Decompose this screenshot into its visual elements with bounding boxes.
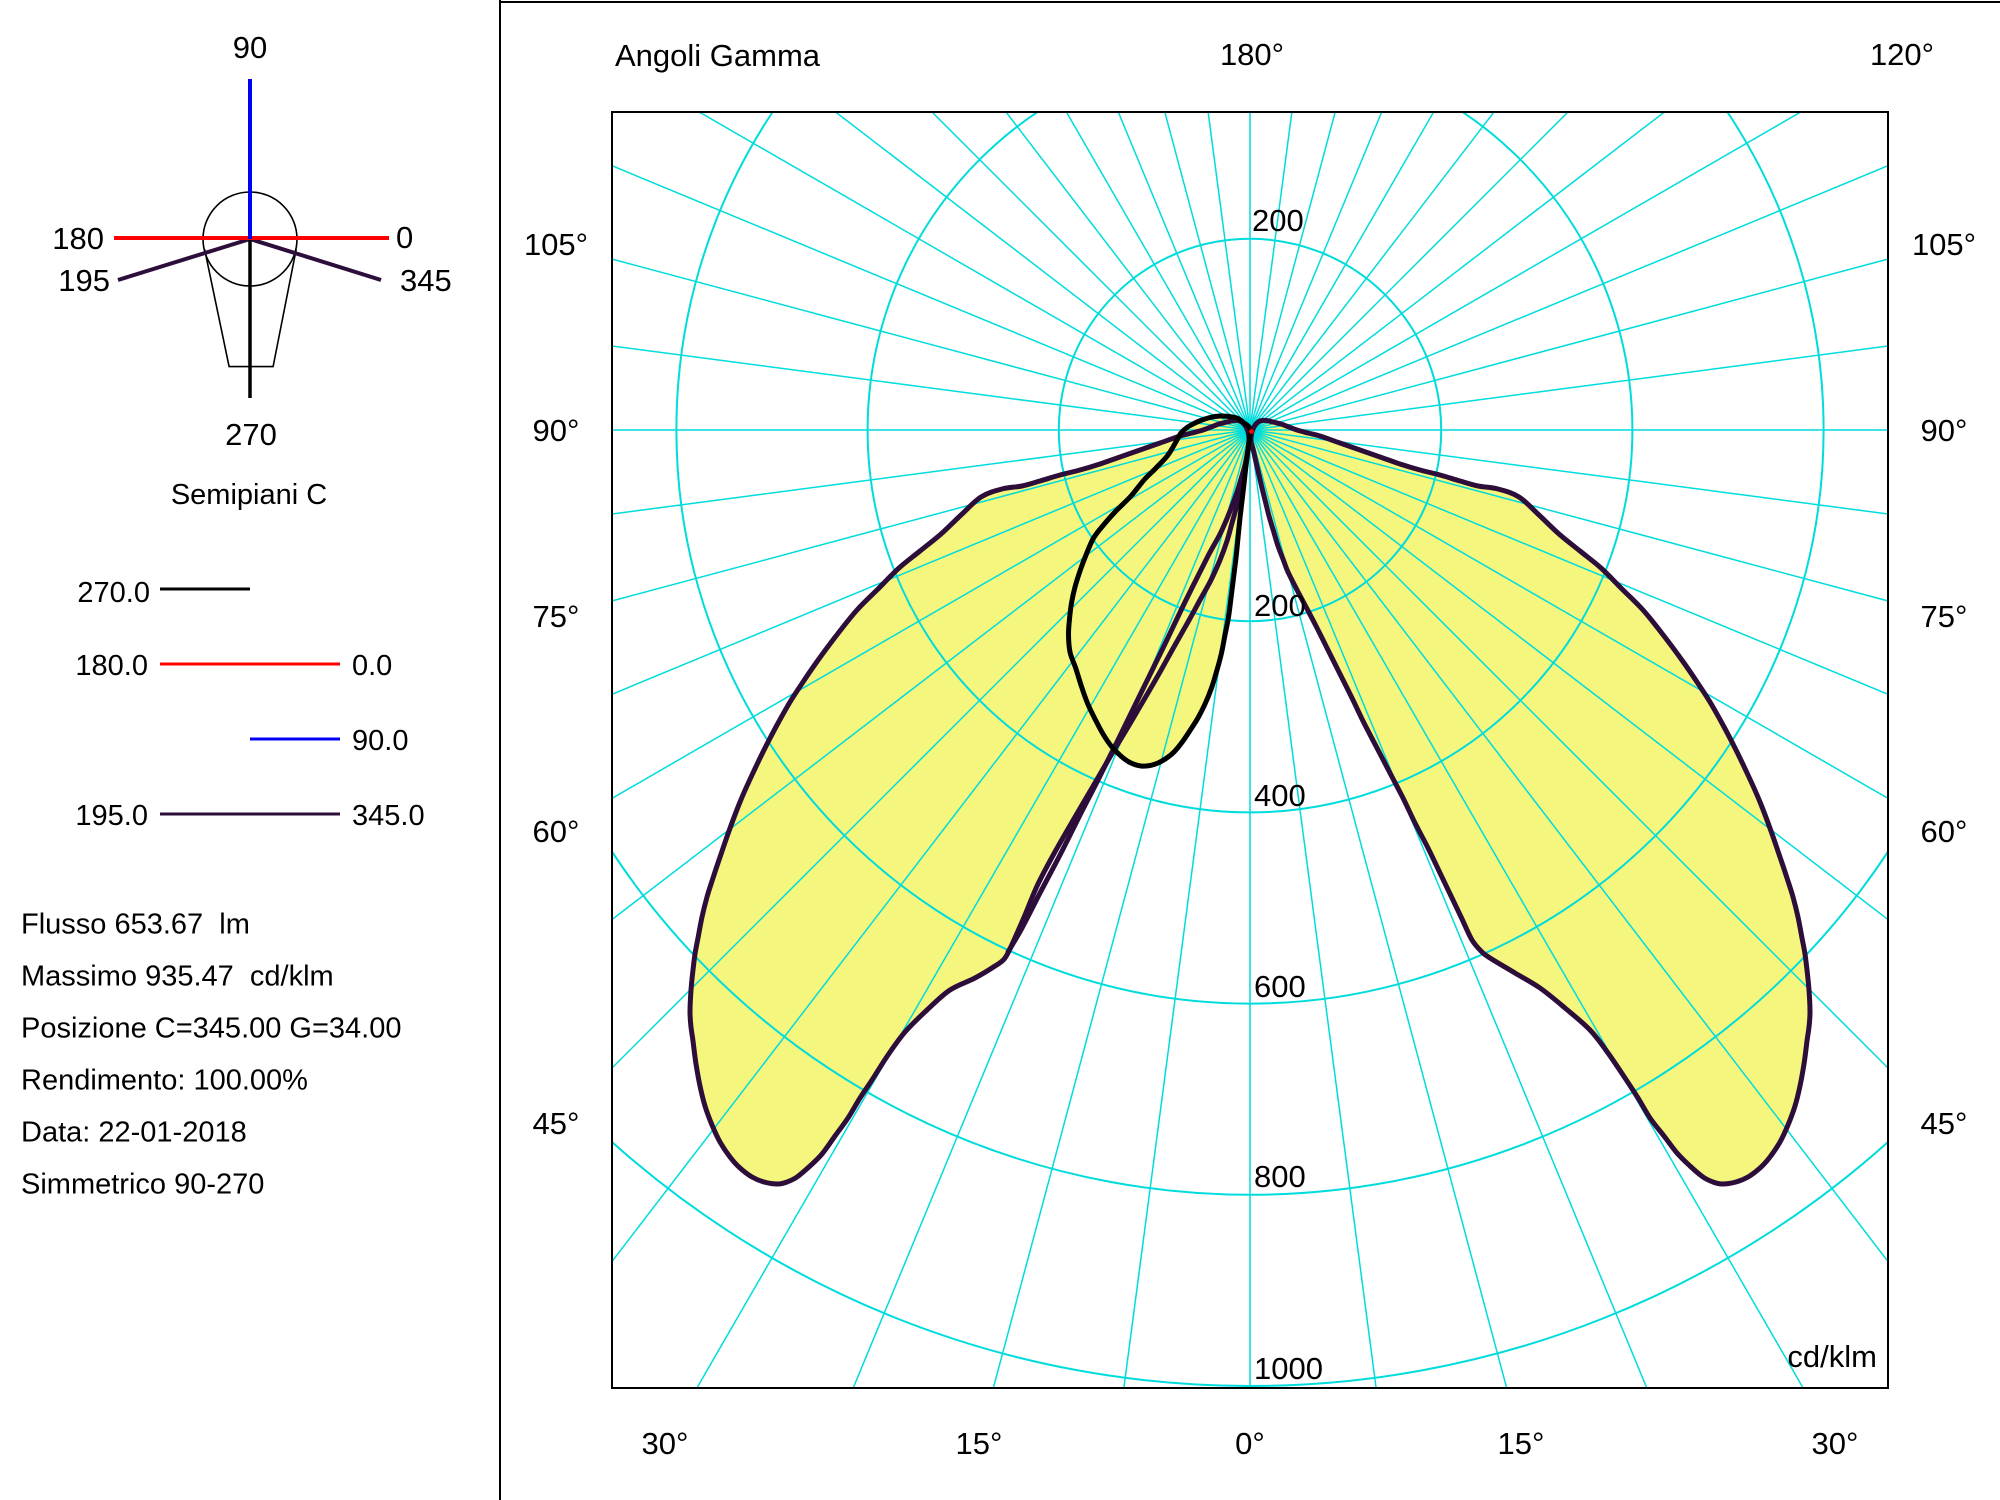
svg-text:75°: 75° <box>533 599 580 634</box>
svg-text:400: 400 <box>1254 778 1306 813</box>
svg-text:0.0: 0.0 <box>352 650 392 682</box>
svg-text:Rendimento: 100.00%: Rendimento: 100.00% <box>21 1065 308 1097</box>
svg-text:15°: 15° <box>1498 1426 1545 1461</box>
svg-text:Angoli Gamma: Angoli Gamma <box>615 38 821 73</box>
svg-text:195.0: 195.0 <box>75 800 148 832</box>
svg-text:cd/klm: cd/klm <box>1787 1339 1877 1374</box>
svg-text:0: 0 <box>396 220 413 255</box>
svg-text:Posizione C=345.00 G=34.00: Posizione C=345.00 G=34.00 <box>21 1013 402 1045</box>
svg-text:120°: 120° <box>1870 37 1934 72</box>
svg-text:75°: 75° <box>1921 599 1968 634</box>
svg-text:30°: 30° <box>642 1426 689 1461</box>
svg-text:90°: 90° <box>1921 413 1968 448</box>
svg-text:15°: 15° <box>956 1426 1003 1461</box>
svg-text:45°: 45° <box>533 1106 580 1141</box>
svg-text:90: 90 <box>233 30 267 65</box>
svg-text:Semipiani C: Semipiani C <box>171 479 327 511</box>
svg-text:180.0: 180.0 <box>75 650 148 682</box>
svg-text:90.0: 90.0 <box>352 725 408 757</box>
svg-text:0°: 0° <box>1235 1426 1265 1461</box>
svg-text:45°: 45° <box>1921 1106 1968 1141</box>
svg-text:105°: 105° <box>1912 227 1976 262</box>
svg-text:180: 180 <box>52 221 104 256</box>
svg-text:345.0: 345.0 <box>352 800 425 832</box>
svg-text:Simmetrico 90-270: Simmetrico 90-270 <box>21 1169 264 1201</box>
svg-text:200: 200 <box>1252 203 1304 238</box>
svg-text:180°: 180° <box>1220 37 1284 72</box>
svg-text:105°: 105° <box>524 227 588 262</box>
svg-text:30°: 30° <box>1812 1426 1859 1461</box>
svg-text:200: 200 <box>1254 588 1306 623</box>
svg-text:60°: 60° <box>1921 814 1968 849</box>
svg-text:90°: 90° <box>533 413 580 448</box>
svg-text:800: 800 <box>1254 1159 1306 1194</box>
svg-text:Massimo 935.47 cd/klm: Massimo 935.47 cd/klm <box>21 961 334 993</box>
svg-text:Flusso 653.67 lm: Flusso 653.67 lm <box>21 909 250 941</box>
svg-text:1000: 1000 <box>1254 1351 1323 1386</box>
svg-text:Data: 22-01-2018: Data: 22-01-2018 <box>21 1117 247 1149</box>
svg-text:600: 600 <box>1254 969 1306 1004</box>
svg-text:270.0: 270.0 <box>77 577 150 609</box>
svg-text:60°: 60° <box>533 814 580 849</box>
svg-text:195: 195 <box>58 263 110 298</box>
svg-text:270: 270 <box>225 417 277 452</box>
svg-text:345: 345 <box>400 263 452 298</box>
